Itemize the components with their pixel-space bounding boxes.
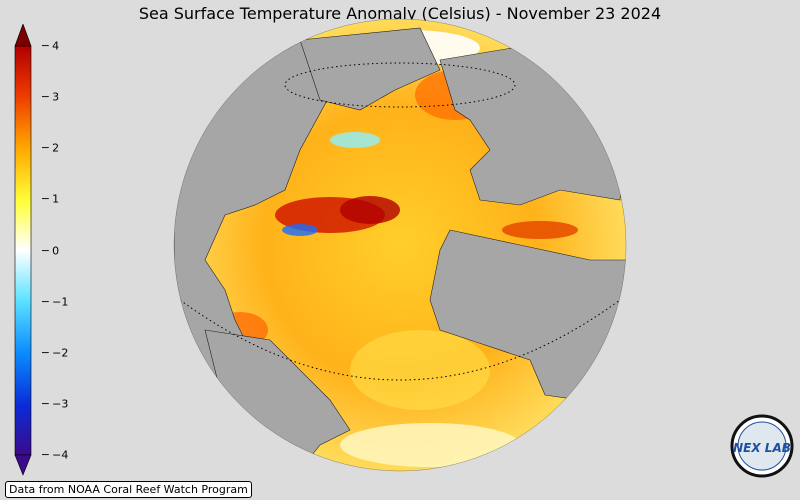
logo-text: NEX LAB (733, 441, 791, 455)
colorbar: ─ 4 ─ 3 ─ 2 ─ 1 ─ 0 ─ −1 ─ −2 ─ −3 ─ −4 (10, 24, 70, 476)
mediterranean-warm-anomaly (502, 221, 578, 239)
colorbar-gradient (14, 24, 32, 476)
colorbar-tick-label: ─ −1 (42, 295, 69, 309)
south-atlantic-neutral (340, 423, 520, 467)
africa-land (429, 229, 626, 401)
colorbar-min-arrow (14, 454, 32, 476)
colorbar-tick-label: ─ 1 (42, 192, 60, 206)
cold-anomaly-patch (282, 224, 318, 236)
colorbar-tick-label: ─ 2 (42, 141, 60, 155)
colorbar-tick-label: ─ −2 (42, 346, 69, 360)
map-title: Sea Surface Temperature Anomaly (Celsius… (138, 4, 662, 23)
colorbar-tick-label: ─ −3 (42, 397, 69, 411)
colorbar-tick-label: ─ 3 (42, 90, 60, 104)
colorbar-tick-label: ─ −4 (42, 448, 69, 462)
nexlab-logo: NEX LAB (730, 414, 794, 478)
colorbar-tick-label: ─ 0 (42, 244, 60, 257)
arctic-circle-line (284, 62, 516, 108)
greenland-land (299, 27, 441, 111)
colorbar-tick-label: ─ 4 (42, 39, 60, 53)
data-credit: Data from NOAA Coral Reef Watch Program (5, 481, 252, 498)
